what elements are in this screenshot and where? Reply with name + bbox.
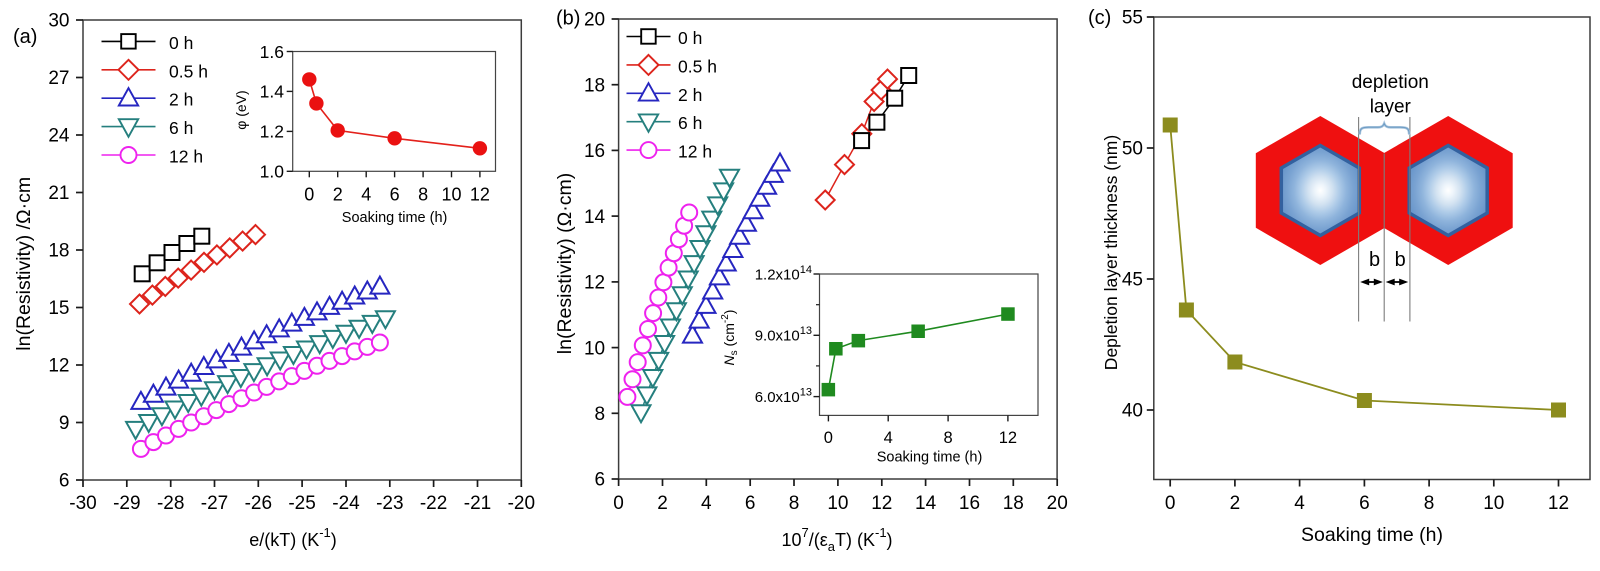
svg-text:14: 14 — [915, 493, 937, 514]
svg-text:18: 18 — [1003, 493, 1024, 514]
svg-text:12 h: 12 h — [678, 142, 712, 162]
svg-text:16: 16 — [959, 493, 980, 514]
svg-text:ln(Resistivity) /Ω·cm: ln(Resistivity) /Ω·cm — [13, 177, 35, 351]
svg-text:Soaking time (h): Soaking time (h) — [877, 450, 983, 466]
svg-text:b: b — [1369, 249, 1380, 271]
svg-text:8: 8 — [1424, 493, 1435, 514]
svg-text:45: 45 — [1122, 270, 1143, 291]
svg-text:6: 6 — [1359, 493, 1370, 514]
svg-text:15: 15 — [48, 298, 69, 319]
svg-text:-24: -24 — [332, 493, 360, 514]
svg-text:-21: -21 — [464, 493, 491, 514]
svg-text:Soaking time (h): Soaking time (h) — [1301, 524, 1443, 546]
svg-text:12: 12 — [999, 429, 1017, 447]
svg-text:8: 8 — [418, 185, 428, 205]
svg-text:18: 18 — [48, 241, 69, 262]
svg-text:55: 55 — [1122, 8, 1143, 29]
svg-text:(a): (a) — [13, 26, 37, 48]
svg-text:40: 40 — [1122, 401, 1143, 422]
svg-text:0: 0 — [304, 185, 314, 205]
svg-text:10: 10 — [584, 338, 605, 359]
svg-text:ln(Resistivity) (Ω·cm): ln(Resistivity) (Ω·cm) — [554, 173, 576, 354]
svg-text:9.0x1013: 9.0x1013 — [755, 325, 812, 345]
svg-text:layer: layer — [1370, 97, 1412, 118]
svg-text:24: 24 — [48, 126, 70, 147]
svg-text:2 h: 2 h — [169, 90, 193, 110]
svg-text:9: 9 — [59, 413, 70, 434]
svg-text:6 h: 6 h — [678, 113, 702, 133]
svg-text:depletion: depletion — [1352, 72, 1429, 93]
svg-text:1.2: 1.2 — [260, 122, 284, 142]
svg-text:Soaking time (h): Soaking time (h) — [342, 210, 448, 226]
svg-text:Depletion layer thickness (nm): Depletion layer thickness (nm) — [1101, 135, 1121, 370]
svg-text:16: 16 — [584, 141, 605, 162]
svg-text:0.5 h: 0.5 h — [169, 61, 208, 81]
svg-text:0: 0 — [1165, 493, 1176, 514]
svg-text:-28: -28 — [157, 493, 184, 514]
svg-text:10: 10 — [1483, 493, 1504, 514]
svg-text:10: 10 — [827, 493, 848, 514]
svg-text:12: 12 — [48, 356, 69, 377]
svg-text:b: b — [1395, 249, 1406, 271]
svg-text:6.0x1013: 6.0x1013 — [755, 387, 812, 407]
svg-text:6: 6 — [390, 185, 400, 205]
svg-text:30: 30 — [48, 11, 69, 32]
svg-text:-23: -23 — [376, 493, 403, 514]
svg-text:20: 20 — [1047, 493, 1068, 514]
svg-text:12: 12 — [584, 273, 605, 294]
svg-text:0 h: 0 h — [169, 33, 193, 53]
svg-text:12: 12 — [871, 493, 892, 514]
svg-text:-27: -27 — [201, 493, 228, 514]
svg-text:8: 8 — [944, 429, 953, 447]
svg-text:-26: -26 — [245, 493, 272, 514]
svg-text:20: 20 — [584, 10, 605, 31]
svg-text:6: 6 — [745, 493, 756, 514]
svg-text:12 h: 12 h — [169, 147, 203, 167]
svg-text:1.2x1014: 1.2x1014 — [755, 264, 812, 284]
svg-text:-25: -25 — [288, 493, 315, 514]
svg-text:2: 2 — [1230, 493, 1241, 514]
svg-text:4: 4 — [1294, 493, 1305, 514]
svg-text:(c): (c) — [1088, 7, 1111, 29]
svg-text:1.4: 1.4 — [260, 82, 285, 102]
svg-text:27: 27 — [48, 68, 69, 89]
svg-text:-22: -22 — [420, 493, 447, 514]
svg-text:φ (eV): φ (eV) — [233, 90, 249, 129]
svg-text:-30: -30 — [69, 493, 96, 514]
svg-text:e/(kT) (K-1): e/(kT) (K-1) — [249, 525, 337, 550]
svg-text:10: 10 — [441, 185, 461, 205]
svg-text:4: 4 — [701, 493, 712, 514]
svg-text:0: 0 — [824, 429, 833, 447]
svg-text:6: 6 — [595, 470, 606, 491]
svg-text:21: 21 — [48, 183, 69, 204]
svg-text:0 h: 0 h — [678, 28, 702, 48]
svg-text:2 h: 2 h — [678, 85, 702, 105]
svg-text:0: 0 — [613, 493, 624, 514]
svg-text:8: 8 — [595, 404, 606, 425]
svg-text:1.6: 1.6 — [260, 42, 284, 62]
svg-text:2: 2 — [657, 493, 668, 514]
svg-text:12: 12 — [1548, 493, 1569, 514]
svg-text:107/(εaT) (K-1): 107/(εaT) (K-1) — [781, 525, 892, 554]
svg-text:18: 18 — [584, 75, 605, 96]
svg-text:-20: -20 — [508, 493, 535, 514]
svg-text:4: 4 — [884, 429, 893, 447]
svg-text:6: 6 — [59, 471, 70, 492]
svg-text:1.0: 1.0 — [260, 162, 285, 182]
svg-text:2: 2 — [333, 185, 343, 205]
svg-text:14: 14 — [584, 207, 606, 228]
svg-text:6 h: 6 h — [169, 118, 193, 138]
svg-text:50: 50 — [1122, 139, 1143, 160]
svg-text:-29: -29 — [113, 493, 140, 514]
svg-text:8: 8 — [789, 493, 800, 514]
svg-text:12: 12 — [470, 185, 490, 205]
svg-text:4: 4 — [361, 185, 371, 205]
svg-text:Ns (cm-2): Ns (cm-2) — [720, 310, 740, 366]
svg-text:(b): (b) — [556, 7, 580, 29]
svg-text:0.5 h: 0.5 h — [678, 56, 717, 76]
